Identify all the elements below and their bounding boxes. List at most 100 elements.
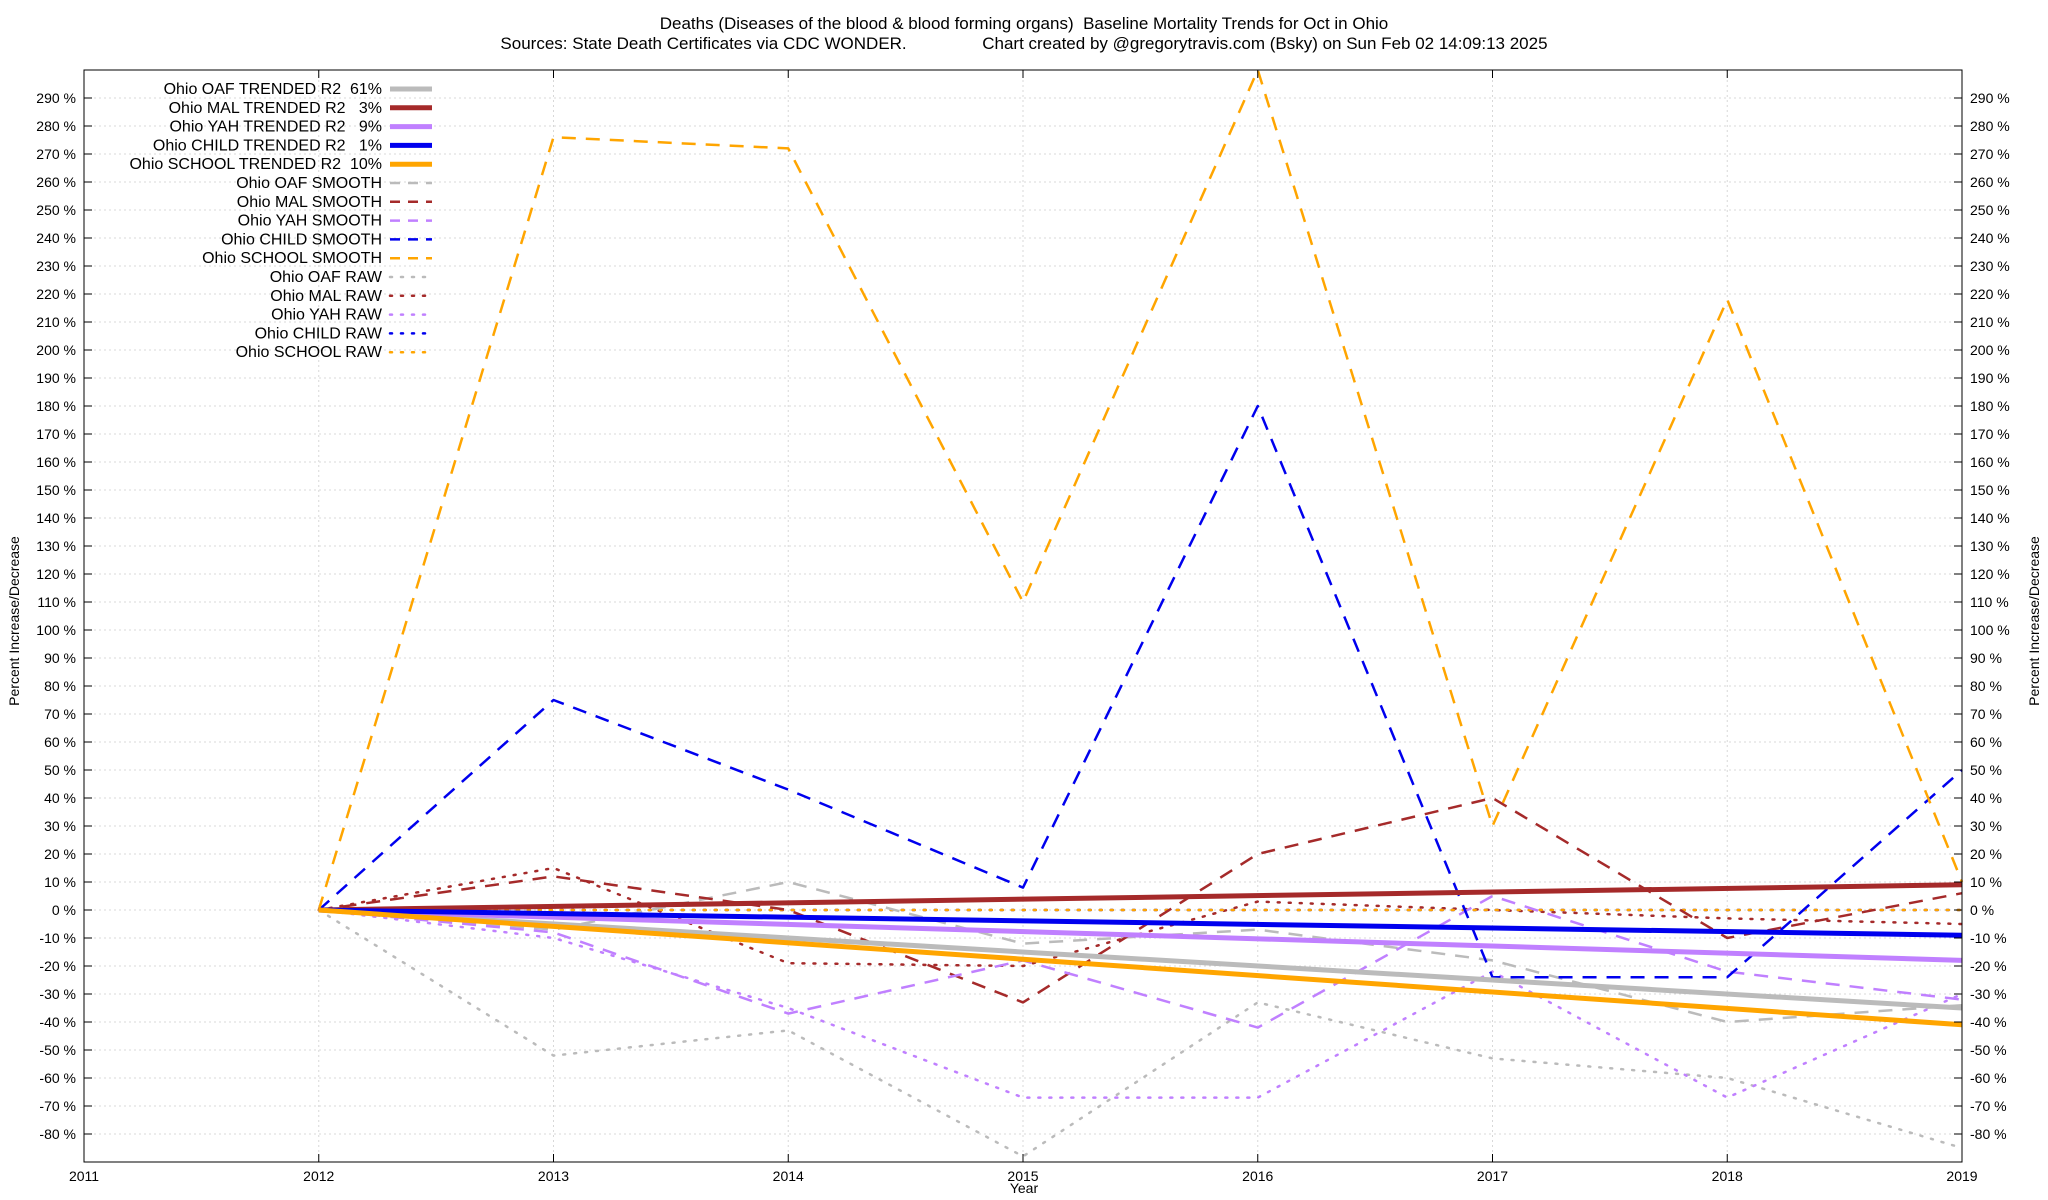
y-tick-label: 220 % (36, 286, 76, 302)
y2-tick-label: 60 % (1970, 734, 2002, 750)
series-line-1 (318, 882, 1963, 913)
y2-tick-label: -80 % (1970, 1126, 2007, 1142)
legend-label: Ohio OAF TRENDED R2 61% (164, 81, 382, 98)
y-tick-label: 0 % (52, 902, 76, 918)
x-tick-label: 2016 (1242, 1168, 1273, 1184)
y2-tick-label: 90 % (1970, 650, 2002, 666)
y2-tick-label: 280 % (1970, 118, 2010, 134)
legend-label: Ohio CHILD TRENDED R2 1% (153, 137, 382, 154)
series-line-7 (318, 894, 1963, 1029)
y2-tick-label: 260 % (1970, 174, 2010, 190)
legend-label: Ohio SCHOOL TRENDED R2 10% (129, 156, 382, 173)
y-tick-label: 260 % (36, 174, 76, 190)
y2-tick-label: 290 % (1970, 90, 2010, 106)
axes-layer: 290 % 290 % 280 % 280 % 270 % 270 % 260 % 260 %… (36, 69, 2010, 1184)
y-tick-label: -60 % (39, 1070, 76, 1086)
y-tick-label: 80 % (44, 678, 76, 694)
series-line-8 (317, 404, 1963, 979)
y2-tick-label: -50 % (1970, 1042, 2007, 1058)
x-tick-label: 2012 (303, 1168, 334, 1184)
y-tick-label: -40 % (39, 1014, 76, 1030)
x-tick-label: 2015 (1007, 1168, 1038, 1184)
y2-tick-label: 170 % (1970, 426, 2010, 442)
y2-tick-label: 40 % (1970, 790, 2002, 806)
y-tick-label: 270 % (36, 146, 76, 162)
y-tick-label: 200 % (36, 342, 76, 358)
y2-tick-label: 130 % (1970, 538, 2010, 554)
y2-tick-label: 140 % (1970, 510, 2010, 526)
y2-tick-label: 20 % (1970, 846, 2002, 862)
series-line-0 (318, 907, 1963, 1011)
y-tick-label: 230 % (36, 258, 76, 274)
y2-tick-label: 200 % (1970, 342, 2010, 358)
y2-tick-label: -40 % (1970, 1014, 2007, 1030)
y2-tick-label: 150 % (1970, 482, 2010, 498)
legend-label: Ohio YAH RAW (271, 307, 383, 324)
legend: Ohio OAF TRENDED R2 61% Ohio MAL TRENDED … (129, 81, 434, 361)
y-tick-label: 40 % (44, 790, 76, 806)
y-tick-label: 210 % (36, 314, 76, 330)
y-tick-label: 60 % (44, 734, 76, 750)
y-tick-label: 100 % (36, 622, 76, 638)
y2-tick-label: 250 % (1970, 202, 2010, 218)
y2-tick-label: 220 % (1970, 286, 2010, 302)
legend-label: Ohio MAL TRENDED R2 3% (169, 100, 382, 117)
legend-label: Ohio CHILD SMOOTH (221, 231, 382, 248)
y-tick-label: 20 % (44, 846, 76, 862)
y-tick-label: 110 % (37, 594, 76, 610)
y2-tick-label: 50 % (1970, 762, 2002, 778)
series-layer (317, 68, 1964, 1158)
y2-tick-label: 100 % (1970, 622, 2010, 638)
y-tick-label: -10 % (39, 930, 76, 946)
series-line-12 (317, 908, 1964, 1099)
y-tick-label: 130 % (36, 538, 76, 554)
x-tick-label: 2014 (773, 1168, 804, 1184)
y-tick-label: -30 % (39, 986, 76, 1002)
x-tick-label: 2017 (1477, 1168, 1508, 1184)
y-tick-label: 160 % (36, 454, 76, 470)
chart-title: Deaths (Diseases of the blood & blood fo… (659, 14, 1389, 33)
legend-label: Ohio MAL RAW (270, 288, 383, 305)
legend-label: Ohio CHILD RAW (255, 325, 383, 342)
y-tick-label: -80 % (39, 1126, 76, 1142)
y-tick-label: -70 % (39, 1098, 76, 1114)
y-tick-label: 90 % (44, 650, 76, 666)
y2-tick-label: 10 % (1970, 874, 2002, 890)
y-tick-label: -50 % (39, 1042, 76, 1058)
y-tick-label: 120 % (36, 566, 76, 582)
y-tick-label: 190 % (36, 370, 76, 386)
series-line-5 (318, 880, 1963, 1024)
y2-tick-label: 180 % (1970, 398, 2010, 414)
x-tick-label: 2018 (1712, 1168, 1743, 1184)
x-axis-label: Year (1010, 1180, 1039, 1196)
y2-tick-label: 30 % (1970, 818, 2002, 834)
y-tick-label: 150 % (36, 482, 76, 498)
y2-tick-label: 80 % (1970, 678, 2002, 694)
y-tick-label: 30 % (44, 818, 76, 834)
y2-axis-label: Percent Increase/Decrease (2026, 536, 2042, 706)
y-tick-label: 280 % (36, 118, 76, 134)
y2-tick-label: 210 % (1970, 314, 2010, 330)
y2-tick-label: 110 % (1970, 594, 2009, 610)
legend-label: Ohio OAF SMOOTH (236, 175, 382, 192)
y2-tick-label: 70 % (1970, 706, 2002, 722)
series-line-4 (318, 907, 1963, 1028)
series-line-2 (318, 907, 1963, 963)
x-tick-label: 2019 (1946, 1168, 1977, 1184)
y-tick-label: 250 % (36, 202, 76, 218)
y-tick-label: 70 % (44, 706, 76, 722)
y-tick-label: 240 % (36, 230, 76, 246)
y-tick-label: 50 % (44, 762, 76, 778)
y2-tick-label: 0 % (1970, 902, 1994, 918)
y-tick-label: -20 % (39, 958, 76, 974)
y2-tick-label: 230 % (1970, 258, 2010, 274)
y2-tick-label: -70 % (1970, 1098, 2007, 1114)
chart-subtitle: Sources: State Death Certificates via CD… (500, 34, 1548, 53)
grid-layer (83, 70, 1963, 1162)
y-tick-label: 180 % (36, 398, 76, 414)
y-tick-label: 140 % (36, 510, 76, 526)
y2-tick-label: -60 % (1970, 1070, 2007, 1086)
legend-label: Ohio YAH SMOOTH (238, 213, 382, 230)
y2-tick-label: 270 % (1970, 146, 2010, 162)
